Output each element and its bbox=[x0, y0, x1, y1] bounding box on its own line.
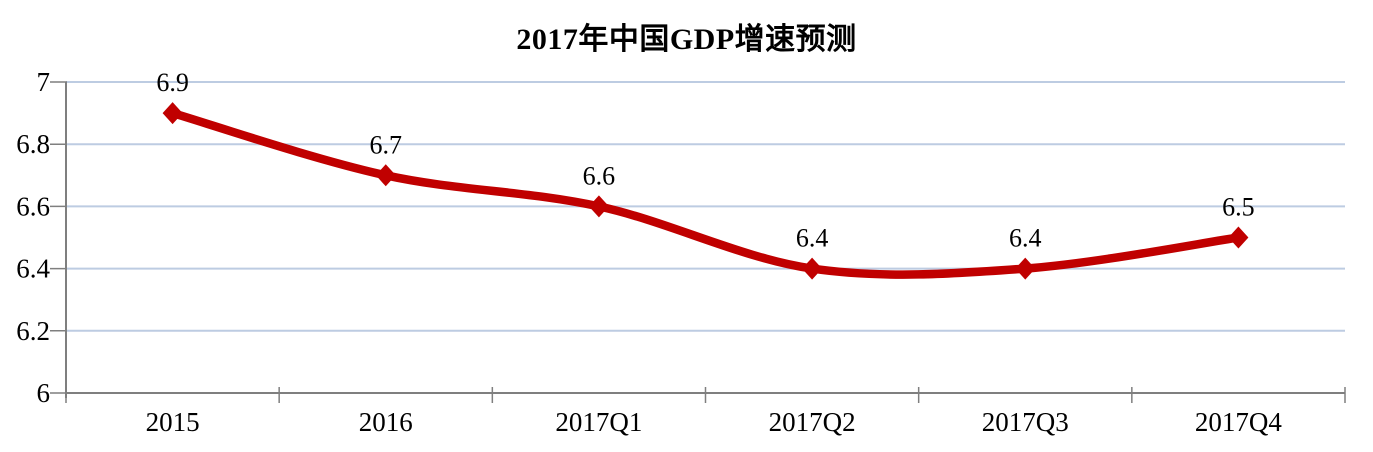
data-point-marker bbox=[1228, 226, 1249, 249]
series-line bbox=[168, 108, 1243, 279]
data-point-marker bbox=[588, 195, 609, 218]
y-tick-label: 6.6 bbox=[16, 191, 50, 221]
y-tick-label: 6 bbox=[37, 378, 51, 408]
data-label: 6.9 bbox=[156, 68, 189, 97]
data-point-marker bbox=[802, 257, 823, 280]
y-tick-label: 7 bbox=[37, 67, 51, 97]
data-label: 6.4 bbox=[1009, 224, 1042, 253]
data-point-marker bbox=[375, 164, 396, 187]
data-point-marker bbox=[1015, 257, 1036, 280]
x-tick-label: 2017Q4 bbox=[1195, 407, 1282, 437]
x-tick-label: 2017Q3 bbox=[982, 407, 1069, 437]
y-tick-label: 6.2 bbox=[16, 316, 50, 346]
x-tick-label: 2016 bbox=[359, 407, 413, 437]
chart-title: 2017年中国GDP增速预测 bbox=[516, 23, 857, 56]
data-label: 6.4 bbox=[796, 224, 829, 253]
x-tick-label: 2017Q1 bbox=[555, 407, 642, 437]
y-tick-label: 6.4 bbox=[16, 254, 50, 284]
x-tick-label: 2015 bbox=[146, 407, 200, 437]
data-label: 6.7 bbox=[370, 130, 403, 159]
x-tick-label: 2017Q2 bbox=[769, 407, 856, 437]
data-point-marker bbox=[162, 102, 183, 125]
y-tick-label: 6.8 bbox=[16, 129, 50, 159]
data-label: 6.6 bbox=[583, 161, 616, 190]
data-label: 6.5 bbox=[1222, 193, 1255, 222]
